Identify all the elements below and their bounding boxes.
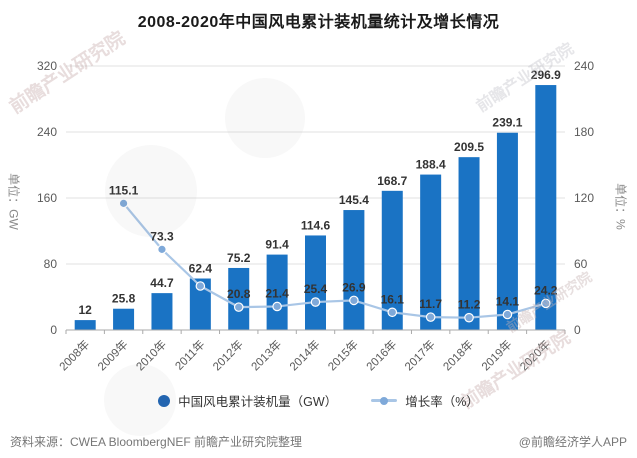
x-axis-label: 2012年 [210, 337, 246, 373]
bar-value-label: 188.4 [416, 158, 446, 172]
line-value-label: 20.8 [227, 287, 251, 301]
bar-value-label: 145.4 [339, 193, 369, 207]
bar [381, 190, 403, 330]
line-value-label: 25.4 [304, 282, 328, 296]
bar-value-label: 62.4 [189, 262, 213, 276]
x-axis-label: 2020年 [517, 337, 553, 373]
legend-line-label: 增长率（%） [405, 395, 479, 409]
line-value-label: 115.1 [109, 183, 139, 197]
line-value-label: 73.3 [150, 229, 174, 243]
bar-value-label: 114.6 [301, 218, 331, 232]
x-axis-label: 2015年 [325, 337, 361, 373]
line-value-label: 16.1 [381, 292, 405, 306]
line-marker [233, 302, 244, 312]
bar [151, 293, 173, 330]
bar [228, 267, 250, 330]
bar-value-label: 44.7 [150, 276, 174, 290]
x-axis-label: 2013年 [248, 337, 284, 373]
bar [535, 85, 557, 330]
x-axis-label: 2014年 [286, 337, 322, 373]
bar [420, 174, 442, 330]
line-value-label: 11.7 [419, 297, 442, 311]
bar-value-label: 12 [79, 303, 93, 317]
left-axis-tick-label: 320 [37, 59, 57, 73]
line-marker [387, 307, 398, 318]
chart-title: 2008-2020年中国风电累计装机量统计及增长情况 [137, 14, 500, 31]
x-axis-label: 2011年 [172, 337, 208, 373]
line-value-label: 21.4 [265, 286, 289, 300]
line-value-label: 11.2 [458, 298, 481, 312]
bar-value-label: 296.9 [531, 68, 561, 82]
x-axis-label: 2017年 [402, 337, 438, 373]
bar [266, 254, 288, 330]
bar [458, 157, 480, 330]
right-axis-tick-label: 180 [574, 125, 594, 139]
growth-line [122, 202, 547, 319]
x-axis-label: 2009年 [95, 337, 131, 373]
bar-value-label: 239.1 [492, 116, 522, 130]
left-axis-tick-label: 0 [50, 323, 57, 337]
line-marker [310, 297, 321, 307]
bar-value-label: 91.4 [265, 238, 289, 252]
line-marker [118, 198, 129, 209]
line-marker [425, 312, 436, 322]
bar-value-label: 209.5 [454, 140, 484, 154]
x-axis-label: 2018年 [440, 337, 476, 373]
bar-value-label: 75.2 [227, 251, 251, 265]
right-axis-tick-label: 120 [574, 191, 594, 205]
line-marker [272, 301, 282, 312]
line-value-label: 24.2 [534, 283, 558, 297]
right-axis-tick-label: 60 [574, 257, 588, 271]
right-axis-tick-label: 240 [574, 59, 594, 73]
line-value-label: 26.9 [342, 280, 366, 294]
legend-item-growth[interactable]: 增长率（%） [371, 391, 479, 410]
line-marker [195, 281, 206, 291]
x-axis-label: 2019年 [478, 337, 514, 373]
x-axis-label: 2008年 [56, 337, 92, 373]
x-axis-label: 2010年 [133, 337, 169, 373]
line-marker [349, 295, 359, 306]
left-axis-tick-label: 160 [37, 191, 57, 205]
left-axis-tick-label: 80 [44, 257, 58, 271]
legend-item-capacity[interactable]: 中国风电累计装机量（GW） [158, 391, 337, 410]
line-marker [464, 312, 474, 323]
bar-legend-marker-icon [158, 394, 171, 407]
bar [305, 235, 326, 330]
bar [496, 132, 518, 330]
bar-value-label: 25.8 [112, 292, 136, 306]
right-axis-tick-label: 0 [574, 323, 581, 337]
chart-footer: 资料来源：CWEA BloombergNEF 前瞻产业研究院整理 @前瞻经济学人… [0, 433, 637, 450]
line-legend-marker-icon [371, 396, 398, 405]
line-legend-dot-icon [380, 396, 389, 405]
bar-value-label: 168.7 [377, 174, 407, 188]
line-marker [541, 298, 551, 309]
line-marker [502, 309, 513, 320]
left-axis-tick-label: 240 [37, 125, 57, 139]
credit-text: @前瞻经济学人APP [518, 435, 627, 449]
x-axis-label: 2016年 [363, 337, 399, 373]
line-marker [157, 244, 167, 255]
line-value-label: 14.1 [496, 294, 520, 308]
data-source-text: 资料来源：CWEA BloombergNEF 前瞻产业研究院整理 [10, 435, 303, 449]
bar [74, 320, 96, 330]
chart-legend: 中国风电累计装机量（GW） 增长率（%） [0, 391, 637, 410]
legend-bar-label: 中国风电累计装机量（GW） [178, 395, 338, 409]
bar [189, 278, 211, 330]
bar [343, 210, 365, 330]
chart-svg: 12 25.8 44.7 62.4 75.2 91.4 114.6 145.4 168.7 188… [37, 59, 594, 373]
bar [113, 308, 135, 330]
